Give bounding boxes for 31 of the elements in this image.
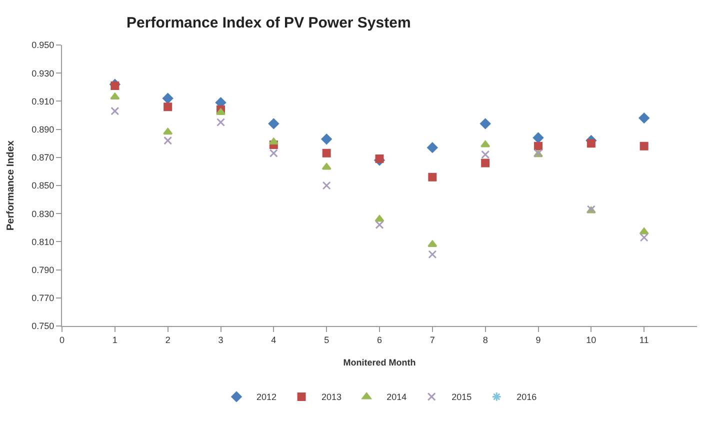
legend-label: 2015 — [452, 392, 472, 402]
y-tick-label: 0.830 — [32, 208, 54, 219]
x-tick-label: 4 — [271, 334, 276, 345]
x-axis-title: Monitered Month — [343, 358, 416, 368]
y-tick-label: 0.950 — [32, 40, 54, 50]
legend-label: 2016 — [516, 392, 537, 402]
y-tick-label: 0.910 — [32, 96, 54, 106]
x-tick-label: 7 — [430, 334, 435, 345]
y-tick-label: 0.750 — [32, 321, 54, 332]
y-tick-label: 0.770 — [32, 293, 54, 304]
y-tick-label: 0.850 — [32, 180, 54, 191]
y-tick-label: 0.890 — [32, 124, 54, 134]
legend-label: 2014 — [386, 392, 407, 402]
x-tick-label: 0 — [59, 334, 65, 345]
y-tick-label: 0.790 — [32, 264, 54, 275]
x-tick-label: 11 — [639, 334, 649, 345]
x-tick-label: 10 — [586, 334, 596, 345]
y-tick-label: 0.870 — [32, 152, 54, 163]
y-tick-label: 0.810 — [32, 236, 54, 247]
x-tick-label: 5 — [324, 334, 330, 345]
x-tick-label: 2 — [165, 334, 170, 345]
x-tick-label: 9 — [536, 334, 541, 345]
legend-label: 2013 — [322, 392, 342, 402]
y-axis-title: Performance Index — [6, 140, 17, 231]
x-tick-label: 6 — [376, 334, 382, 345]
x-tick-label: 8 — [482, 334, 488, 345]
legend-label: 2012 — [256, 392, 277, 402]
y-tick-label: 0.930 — [32, 68, 54, 78]
x-tick-label: 1 — [112, 334, 118, 345]
x-tick-label: 3 — [218, 334, 224, 345]
chart-title: Performance Index of PV Power System — [126, 14, 411, 32]
